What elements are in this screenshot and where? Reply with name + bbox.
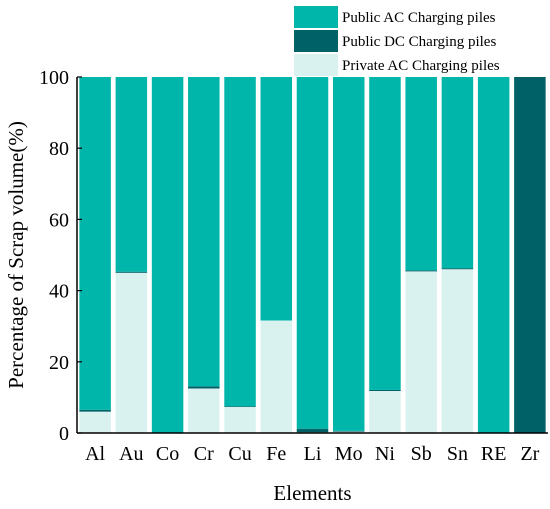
bar-sn-public-ac-charging-piles <box>441 77 474 269</box>
x-axis-title: Elements <box>273 481 351 505</box>
bar-cr-public-dc-charging-piles <box>188 386 220 389</box>
bar-ni-public-dc-charging-piles <box>369 389 401 391</box>
y-tick-label-40: 40 <box>49 281 69 303</box>
bar-li-public-dc-charging-piles <box>296 428 329 433</box>
bar-fe-private-ac-charging-piles <box>260 320 293 433</box>
bar-fe-public-ac-charging-piles <box>260 77 293 321</box>
y-ticks-group: 0 20 40 60 80 100 <box>39 67 82 445</box>
bar-ni-public-ac-charging-piles <box>369 77 401 390</box>
bar-cu-public-ac-charging-piles <box>224 77 256 407</box>
bar-ni-private-ac-charging-piles <box>369 390 401 433</box>
bar-au-public-ac-charging-piles <box>115 77 148 272</box>
bar-al-public-dc-charging-piles <box>79 409 111 412</box>
bar-re-public-ac-charging-piles <box>477 77 510 433</box>
y-tick-label-0: 0 <box>59 423 69 445</box>
bar-cu-public-dc-charging-piles <box>224 406 256 408</box>
bar-sn-public-dc-charging-piles <box>441 268 474 270</box>
bar-sb-private-ac-charging-piles <box>405 271 437 433</box>
x-tick-label-co: Co <box>156 443 179 465</box>
legend-label-private-ac-charging-piles: Private AC Charging piles <box>342 58 500 74</box>
x-tick-label-mo: Mo <box>335 443 363 465</box>
y-tick-label-20: 20 <box>49 352 69 374</box>
bar-au-public-dc-charging-piles <box>115 271 148 273</box>
bar-sb-public-dc-charging-piles <box>405 270 437 272</box>
bar-co-public-ac-charging-piles <box>151 77 184 433</box>
x-tick-label-cr: Cr <box>194 443 214 465</box>
bar-au-private-ac-charging-piles <box>115 272 148 433</box>
legend-label-public-dc-charging-piles: Public DC Charging piles <box>342 34 496 50</box>
bar-zr-public-dc-charging-piles <box>514 77 546 433</box>
bar-cr-private-ac-charging-piles <box>188 388 220 433</box>
bars-group <box>79 77 546 433</box>
x-tick-label-sn: Sn <box>447 443 468 465</box>
x-tick-label-cu: Cu <box>228 443 251 465</box>
axes-group <box>76 77 548 434</box>
x-tick-label-zr: Zr <box>520 443 539 465</box>
bar-li-public-ac-charging-piles <box>296 77 329 429</box>
bar-sn-private-ac-charging-piles <box>441 269 474 433</box>
x-tick-label-fe: Fe <box>266 443 286 465</box>
legend-swatch-public-dc-charging-piles <box>294 30 338 52</box>
y-tick-label-80: 80 <box>49 138 69 160</box>
legend-swatch-public-ac-charging-piles <box>294 6 338 28</box>
x-tick-label-sb: Sb <box>411 443 432 465</box>
bar-sb-public-ac-charging-piles <box>405 77 437 271</box>
bar-cu-private-ac-charging-piles <box>224 407 256 433</box>
x-tick-label-re: RE <box>481 443 507 465</box>
x-tick-label-au: Au <box>119 443 143 465</box>
bar-cr-public-ac-charging-piles <box>188 77 220 387</box>
legend-label-public-ac-charging-piles: Public AC Charging piles <box>342 10 496 26</box>
x-tick-label-al: Al <box>85 443 105 465</box>
legend-swatch-private-ac-charging-piles <box>294 54 338 76</box>
y-tick-label-60: 60 <box>49 209 69 231</box>
x-tick-label-ni: Ni <box>375 443 395 465</box>
bar-mo-public-ac-charging-piles <box>332 77 365 431</box>
bar-mo-public-dc-charging-piles <box>332 430 365 432</box>
x-tick-label-li: Li <box>304 443 322 465</box>
y-axis-title: Percentage of Scrap volume(%) <box>4 121 28 389</box>
bar-al-private-ac-charging-piles <box>79 411 111 433</box>
bar-al-public-ac-charging-piles <box>79 77 111 410</box>
y-tick-label-100: 100 <box>39 67 69 89</box>
x-ticks-group: Al Au Co Cr Cu Fe Li Mo Ni Sb Sn RE Zr <box>85 443 540 465</box>
legend: Public AC Charging piles Public DC Chargi… <box>294 6 500 76</box>
